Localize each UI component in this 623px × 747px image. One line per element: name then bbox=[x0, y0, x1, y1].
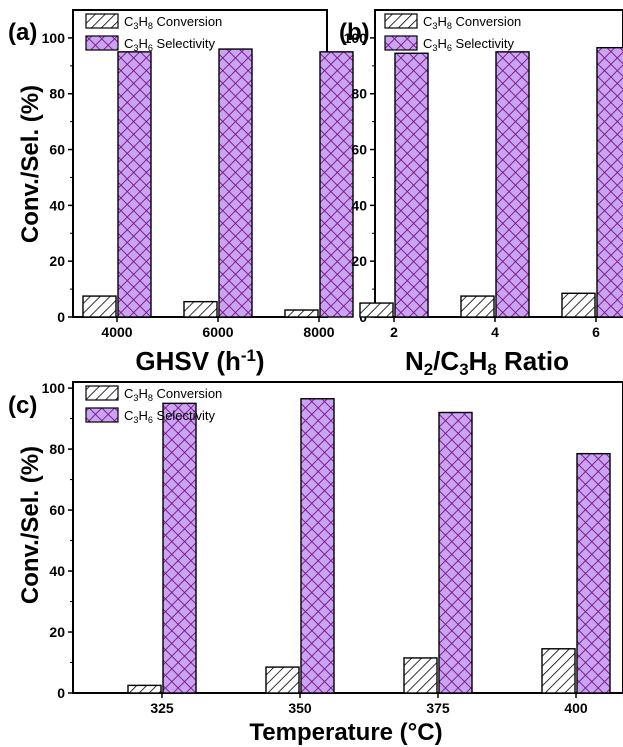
chart-panel-0: 0 20 40 60 80 100 4000 6000 8000 C3​H8​ Conversio… bbox=[8, 9, 354, 376]
x-tick-label: 375 bbox=[426, 700, 450, 716]
selectivity-bar bbox=[162, 402, 197, 694]
legend-selectivity-swatch bbox=[384, 35, 418, 51]
legend-selectivity-label: C3​H6​ Selectivity bbox=[124, 408, 216, 425]
selectivity-bar bbox=[394, 52, 429, 318]
y-tick-label: 40 bbox=[49, 563, 65, 579]
y-tick-label: 40 bbox=[351, 197, 367, 213]
y-tick-label: 0 bbox=[57, 309, 65, 325]
panel-label: (c) bbox=[8, 392, 37, 419]
conversion-bar bbox=[359, 302, 394, 318]
plot-frame bbox=[72, 9, 328, 318]
legend-conversion-label: C3​H8​ Conversion bbox=[124, 386, 222, 403]
legend-selectivity-swatch bbox=[85, 35, 119, 51]
y-tick-label: 60 bbox=[49, 502, 65, 518]
y-tick-label: 20 bbox=[351, 253, 367, 269]
legend-conversion-label: C3​H8​ Conversion bbox=[423, 14, 521, 31]
x-tick-label: 4 bbox=[491, 324, 499, 340]
y-tick-label: 60 bbox=[351, 142, 367, 158]
y-tick-label: 80 bbox=[49, 86, 65, 102]
selectivity-bar bbox=[576, 452, 611, 694]
x-tick-label: 6 bbox=[592, 324, 600, 340]
legend-conversion-swatch bbox=[384, 13, 418, 29]
legend-conversion-swatch bbox=[85, 13, 119, 29]
x-axis-label: N2​/C3​H8​ Ratio bbox=[405, 346, 569, 379]
legend-selectivity-label: C3​H6​ Selectivity bbox=[423, 36, 515, 53]
y-tick-label: 100 bbox=[42, 380, 66, 396]
plot-frame bbox=[72, 381, 623, 694]
panel-label: (b) bbox=[339, 19, 370, 46]
legend-conversion-swatch bbox=[85, 385, 119, 401]
legend-selectivity-label: C3​H6​ Selectivity bbox=[124, 36, 216, 53]
legend-conversion-label: C3​H8​ Conversion bbox=[124, 14, 222, 31]
conversion-bar bbox=[284, 309, 319, 318]
chart-panel-2: 0 20 40 60 80 100 325 350 375 400 C3​H8​ Conversio… bbox=[8, 380, 623, 746]
y-axis-label: Conv./Sel. (%) bbox=[17, 85, 44, 243]
y-tick-label: 0 bbox=[57, 685, 65, 701]
conversion-bar bbox=[82, 295, 117, 318]
x-tick-label: 6000 bbox=[202, 324, 233, 340]
x-tick-label: 4000 bbox=[101, 324, 132, 340]
selectivity-bar bbox=[300, 398, 335, 694]
y-tick-label: 100 bbox=[344, 30, 368, 46]
selectivity-bar bbox=[319, 51, 354, 318]
conversion-bar bbox=[403, 657, 438, 694]
y-tick-label: 40 bbox=[49, 197, 65, 213]
selectivity-bar bbox=[495, 51, 530, 318]
conversion-bar bbox=[265, 666, 300, 694]
x-tick-label: 350 bbox=[288, 700, 312, 716]
y-tick-label: 20 bbox=[49, 624, 65, 640]
y-tick-label: 80 bbox=[49, 441, 65, 457]
selectivity-bar bbox=[438, 411, 473, 694]
legend-selectivity-swatch bbox=[85, 407, 119, 423]
y-tick-label: 60 bbox=[49, 142, 65, 158]
y-axis-label: Conv./Sel. (%) bbox=[17, 446, 44, 604]
panel-label: (a) bbox=[8, 19, 37, 46]
x-tick-label: 325 bbox=[150, 700, 174, 716]
conversion-bar bbox=[561, 292, 596, 318]
x-tick-label: 8000 bbox=[303, 324, 334, 340]
x-tick-label: 400 bbox=[564, 700, 588, 716]
x-tick-label: 2 bbox=[390, 324, 398, 340]
selectivity-bar bbox=[117, 51, 152, 318]
y-tick-label: 100 bbox=[42, 30, 66, 46]
x-axis-label: GHSV (h-1​) bbox=[135, 346, 264, 376]
conversion-bar bbox=[183, 300, 218, 318]
conversion-bar bbox=[127, 684, 162, 694]
x-axis-label: Temperature (°C) bbox=[249, 719, 442, 746]
conversion-bar bbox=[460, 295, 495, 318]
selectivity-bar bbox=[596, 46, 623, 318]
y-tick-label: 80 bbox=[351, 86, 367, 102]
selectivity-bar bbox=[218, 48, 253, 318]
conversion-bar bbox=[541, 648, 576, 694]
y-tick-label: 20 bbox=[49, 253, 65, 269]
